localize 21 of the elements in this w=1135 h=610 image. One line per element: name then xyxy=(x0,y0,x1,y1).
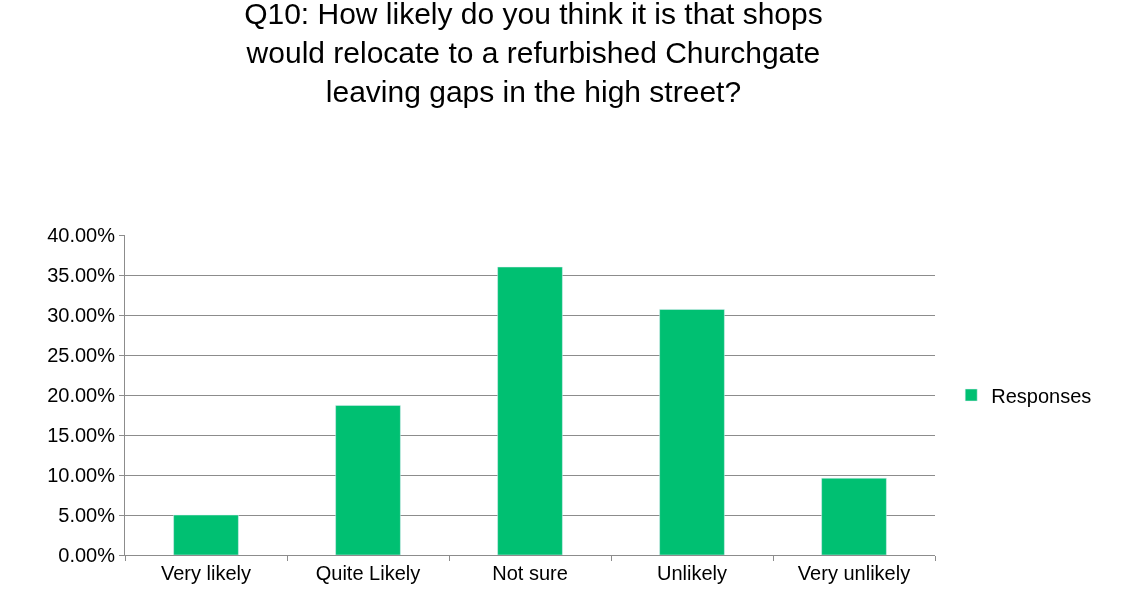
bar xyxy=(659,309,725,555)
y-tick-label: 20.00% xyxy=(47,384,116,406)
x-tick-label: Not sure xyxy=(492,562,568,584)
legend-label: Responses xyxy=(991,384,1092,407)
bar xyxy=(335,405,401,555)
y-tick-label: 10.00% xyxy=(47,464,116,486)
x-tick-label: Quite Likely xyxy=(315,562,421,584)
chart-title: Q10: How likely do you think it is that shops would relocate to a refurbished Churchgate leaving gaps in the high street? xyxy=(244,0,823,109)
bar xyxy=(497,266,563,555)
x-tick-label: Very likely xyxy=(160,562,252,584)
y-tick-label: 0.00% xyxy=(58,544,116,566)
bar xyxy=(173,514,239,555)
y-tick-label: 35.00% xyxy=(47,264,116,286)
x-tick-label: Very unlikely xyxy=(797,562,911,584)
y-tick-label: 5.00% xyxy=(58,504,116,526)
bar xyxy=(821,477,887,555)
y-tick-label: 40.00% xyxy=(47,224,116,246)
x-tick-label: Unlikely xyxy=(656,562,728,584)
y-tick-label: 30.00% xyxy=(47,304,116,326)
y-tick-label: 15.00% xyxy=(47,424,116,446)
y-tick-label: 25.00% xyxy=(47,344,116,366)
